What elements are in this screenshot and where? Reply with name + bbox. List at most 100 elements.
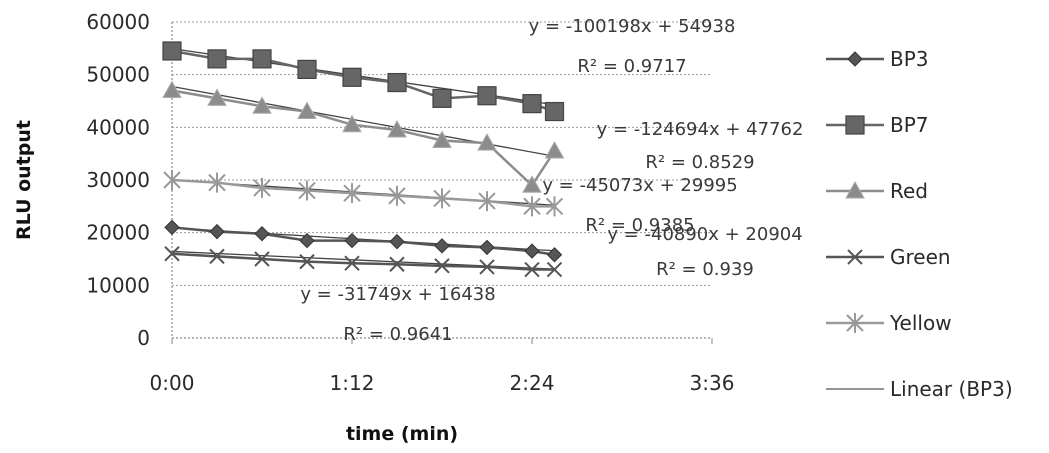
series-line-green — [171, 252, 555, 271]
data-point-bp7 — [342, 67, 362, 87]
data-point-yellow — [388, 185, 406, 206]
trendline-r2-yellow: R² = 0.9385 — [585, 215, 694, 236]
data-point-red — [522, 175, 542, 193]
y-tick-label: 40000 — [86, 115, 150, 139]
data-point-green — [254, 251, 270, 267]
data-series — [162, 41, 565, 278]
trendlines — [171, 48, 555, 270]
legend-marker — [845, 180, 865, 199]
legend-label: Linear (BP3) — [890, 377, 1013, 401]
trendline-equation-red: y = -124694x + 47762 — [597, 119, 804, 140]
data-point-bp7 — [432, 88, 452, 108]
data-point-green — [479, 259, 495, 275]
data-point-green — [344, 255, 360, 271]
data-point-red — [432, 130, 452, 148]
y-tick-label: 50000 — [86, 63, 150, 87]
legend-item-linear-bp3: Linear (BP3) — [826, 377, 1013, 401]
data-point-green — [546, 261, 563, 278]
legend-label: Yellow — [889, 311, 952, 335]
data-point-bp7 — [477, 86, 497, 106]
data-point-bp3 — [254, 226, 270, 242]
y-tick-label: 60000 — [86, 10, 150, 34]
y-tick-label: 20000 — [86, 221, 150, 245]
legend-label: Red — [890, 179, 928, 203]
data-point-bp3 — [164, 219, 180, 236]
trendline-equation-bp3: y = -40890x + 20904 — [607, 224, 802, 245]
data-point-green — [389, 256, 405, 272]
data-point-red — [387, 119, 407, 138]
legend-label: Green — [890, 245, 951, 269]
data-point-red — [297, 101, 317, 120]
y-tick-label: 0 — [137, 326, 150, 350]
data-point-bp3 — [524, 243, 540, 259]
data-point-yellow — [523, 196, 541, 217]
legend-marker — [847, 249, 863, 265]
series-line-red — [171, 89, 556, 188]
x-tick-label: 1:12 — [330, 371, 375, 395]
x-tick-label: 3:36 — [690, 371, 735, 395]
legend-marker — [846, 313, 864, 333]
data-point-red — [544, 141, 565, 159]
data-point-yellow — [545, 196, 564, 217]
trendline-annotations: y = -40890x + 20904 R² = 0.939 y = -100198… — [300, 16, 803, 345]
x-tick-label: 2:24 — [510, 371, 555, 395]
y-tick-label: 10000 — [86, 273, 150, 297]
data-point-bp3 — [344, 232, 360, 249]
data-point-bp7 — [252, 49, 272, 69]
trendline-equation-green: y = -31749x + 16438 — [300, 284, 495, 305]
data-point-bp7 — [522, 94, 542, 114]
data-point-bp7 — [387, 72, 407, 93]
data-point-bp3 — [434, 238, 450, 254]
trendline-equation-yellow: y = -45073x + 29995 — [542, 175, 737, 196]
data-point-green — [164, 246, 180, 262]
data-point-yellow — [253, 177, 271, 198]
data-point-yellow — [343, 183, 361, 204]
x-axis-title: time (min) — [346, 423, 458, 445]
tick-labels: 0 10000 20000 30000 40000 50000 60000 0:00 1:12 2… — [86, 10, 734, 395]
data-point-red — [342, 114, 362, 133]
trendline-equation-bp7: y = -100198x + 54938 — [529, 16, 736, 37]
data-point-green — [524, 261, 540, 278]
y-axis-title: RLU output — [13, 120, 35, 240]
data-point-bp3 — [546, 247, 563, 263]
data-point-bp7 — [297, 59, 317, 80]
data-point-bp3 — [209, 223, 225, 240]
data-point-red — [162, 80, 182, 98]
series-line-yellow — [171, 178, 555, 208]
legend-label: BP7 — [890, 113, 929, 137]
data-point-red — [477, 133, 497, 151]
data-point-yellow — [163, 170, 181, 190]
x-tick-label: 0:00 — [150, 371, 195, 395]
data-point-yellow — [433, 188, 451, 209]
legend-marker — [845, 115, 865, 135]
series-line-bp3 — [171, 226, 555, 257]
legend-item-bp7: BP7 — [826, 113, 929, 137]
series-line-bp7 — [171, 49, 555, 113]
legend-label: BP3 — [890, 47, 929, 71]
data-point-bp7 — [162, 41, 182, 61]
data-point-red — [207, 88, 227, 106]
data-point-bp3 — [299, 232, 315, 249]
data-point-yellow — [298, 180, 316, 201]
legend-marker — [847, 51, 863, 67]
data-point-green — [209, 248, 225, 265]
data-point-bp3 — [479, 239, 495, 256]
data-point-yellow — [478, 191, 496, 212]
data-point-bp7 — [207, 49, 227, 69]
data-point-yellow — [208, 172, 226, 193]
trendline-r2-green: R² = 0.9641 — [343, 324, 452, 345]
data-point-bp7 — [544, 101, 565, 122]
trendline-r2-bp7: R² = 0.9717 — [577, 56, 686, 77]
y-tick-label: 30000 — [86, 168, 150, 192]
legend-item-red: Red — [826, 179, 928, 203]
legend: BP3 BP7 Red Green Yellow Linear (BP3) — [826, 47, 1013, 401]
legend-item-yellow: Yellow — [826, 311, 952, 335]
data-point-green — [299, 253, 315, 270]
data-point-green — [434, 258, 450, 274]
trendline-r2-red: R² = 0.8529 — [645, 152, 754, 173]
legend-item-green: Green — [826, 245, 951, 269]
trendline-r2-bp3: R² = 0.939 — [656, 259, 754, 280]
data-point-bp3 — [389, 233, 405, 250]
legend-item-bp3: BP3 — [826, 47, 929, 71]
